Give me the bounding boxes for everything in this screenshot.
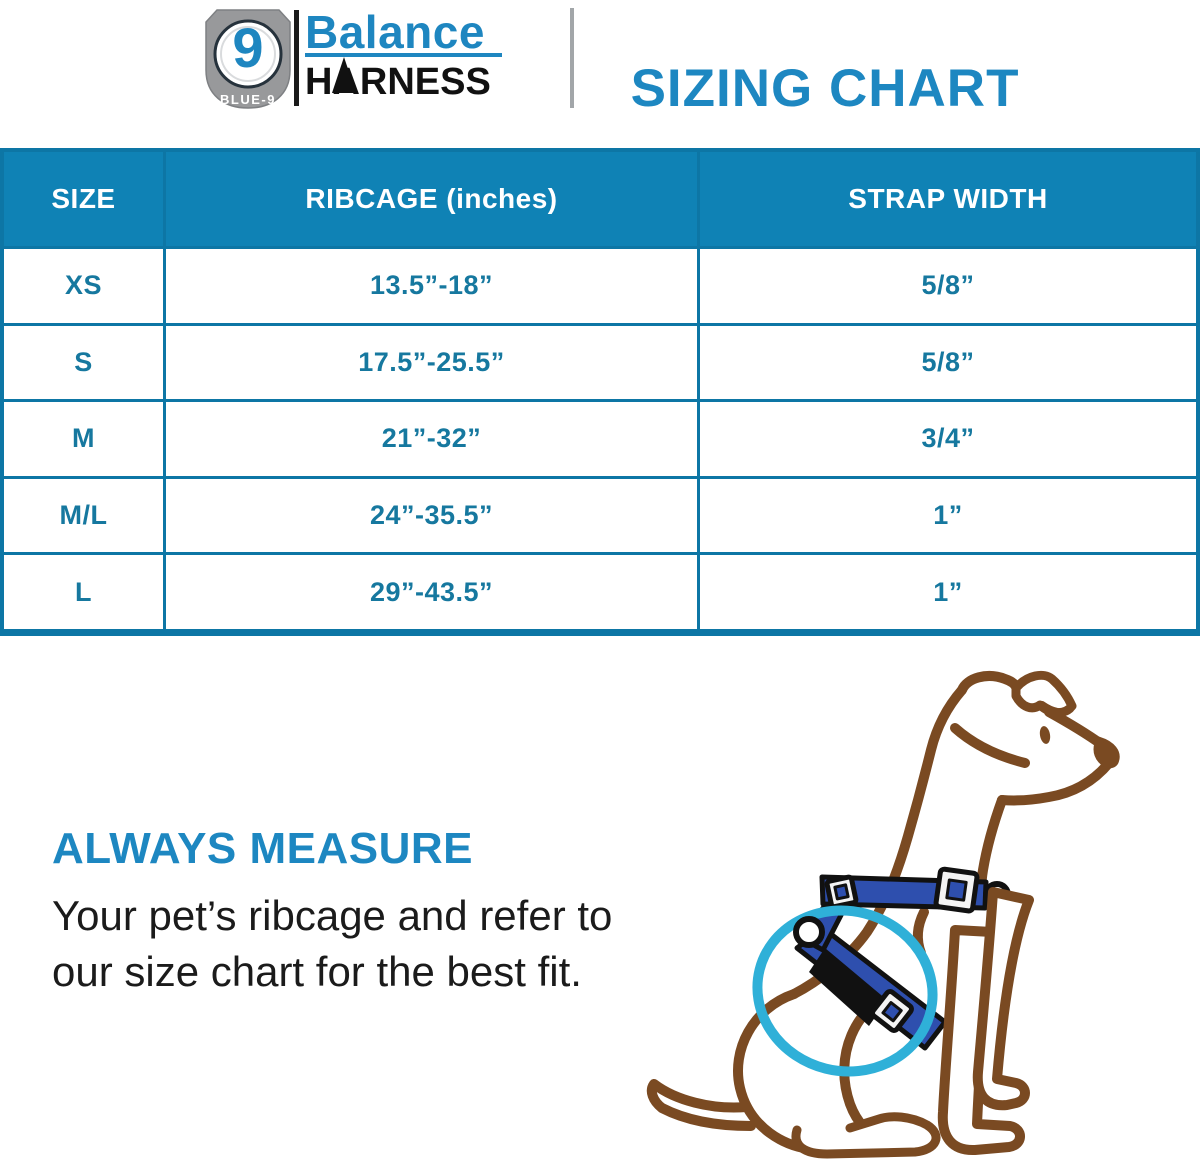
strap-value: 3/4” xyxy=(921,423,975,454)
ribcage-value: 21”-32” xyxy=(166,402,700,476)
brand-underline xyxy=(305,53,502,57)
strap-value: 1” xyxy=(933,576,963,607)
table-row: L 29”-43.5” 1” xyxy=(4,552,1196,629)
strap-value: 1” xyxy=(933,500,963,531)
sitting-dog-icon xyxy=(646,670,1120,1159)
size-value: M/L xyxy=(4,478,166,553)
measure-body-line2: our size chart for the best fit. xyxy=(52,948,582,995)
logo-divider xyxy=(294,10,299,106)
brand-wordmark: Balance HARNESS xyxy=(305,6,520,102)
ribcage-value: 29”-43.5” xyxy=(166,555,700,629)
table-row: M 21”-32” 3/4” xyxy=(4,399,1196,476)
brand-product: HARNESS xyxy=(305,57,491,102)
size-value: S xyxy=(4,325,166,400)
size-value: M xyxy=(4,402,166,476)
blue9-logo: 9 BLUE-9 xyxy=(204,8,292,110)
measure-note: ALWAYS MEASURE Your pet’s ribcage and re… xyxy=(52,824,672,1000)
column-header-ribcage: RIBCAGE (inches) xyxy=(166,152,700,246)
measure-body: Your pet’s ribcage and refer to our size … xyxy=(52,888,672,1000)
dog-harness-illustration xyxy=(645,660,1180,1162)
ribcage-value: 13.5”-18” xyxy=(166,249,700,323)
table-row: S 17.5”-25.5” 5/8” xyxy=(4,322,1196,400)
ribcage-value: 24”-35.5” xyxy=(166,478,700,553)
table-row: M/L 24”-35.5” 1” xyxy=(4,475,1196,553)
column-header-size: SIZE xyxy=(4,152,166,246)
strap-value: 5/8” xyxy=(921,270,975,301)
ribcage-measure-ring xyxy=(752,905,938,1077)
header-divider xyxy=(570,8,574,108)
table-row: XS 13.5”-18” 5/8” xyxy=(4,246,1196,323)
ribcage-value: 17.5”-25.5” xyxy=(166,325,700,400)
column-header-strap-width: STRAP WIDTH xyxy=(848,183,1048,214)
logo-label: BLUE-9 xyxy=(220,92,276,107)
size-value: XS xyxy=(4,249,166,323)
size-value: L xyxy=(4,555,166,629)
brand-name: Balance xyxy=(305,6,485,58)
measure-heading: ALWAYS MEASURE xyxy=(52,824,474,873)
table-header-row: SIZE RIBCAGE (inches) STRAP WIDTH xyxy=(4,152,1196,246)
measure-body-line1: Your pet’s ribcage and refer to xyxy=(52,892,613,939)
balance-pivot-icon xyxy=(332,57,356,93)
strap-value: 5/8” xyxy=(921,346,975,377)
logo-number: 9 xyxy=(232,16,264,79)
sizing-table: SIZE RIBCAGE (inches) STRAP WIDTH XS 13.… xyxy=(0,148,1200,636)
page-title: SIZING CHART xyxy=(630,58,1020,118)
blue9-shield-icon xyxy=(205,9,291,109)
